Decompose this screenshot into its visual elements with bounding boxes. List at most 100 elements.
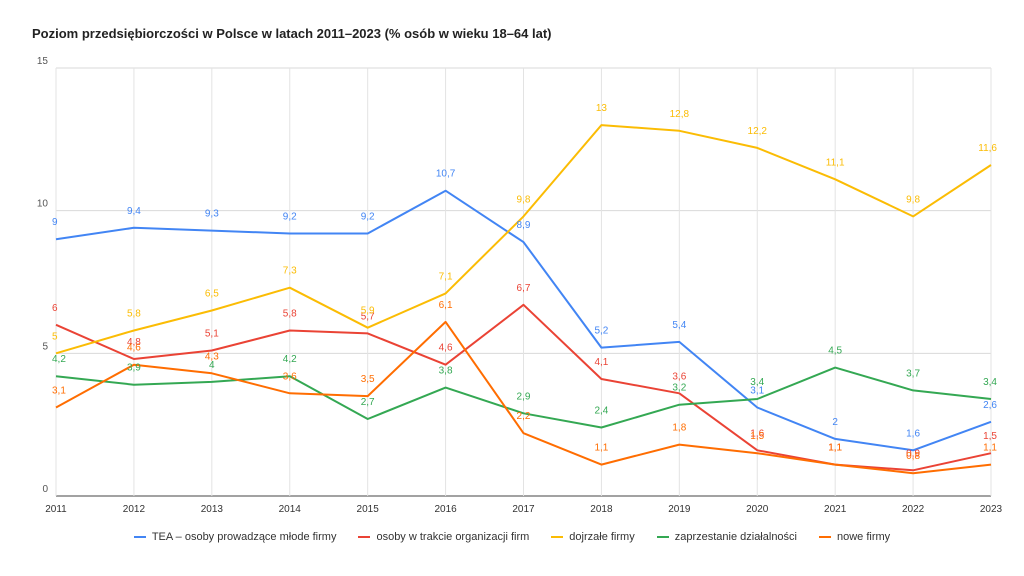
y-tick-label: 15 <box>37 56 49 67</box>
data-label: 5,1 <box>205 328 219 339</box>
data-label: 4,8 <box>127 337 141 348</box>
data-label: 3,1 <box>52 386 66 397</box>
data-label: 2,9 <box>517 391 531 402</box>
data-label: 1,1 <box>983 443 997 454</box>
data-label: 1,6 <box>906 428 920 439</box>
legend-item-4: zaprzestanie działalności <box>656 531 797 543</box>
data-label: 3,4 <box>983 377 997 388</box>
data-label: 9,3 <box>205 209 219 220</box>
data-label: 0,9 <box>906 448 920 459</box>
x-tick-label: 2015 <box>357 504 380 515</box>
data-label: 3,5 <box>361 374 375 385</box>
data-label: 7,3 <box>283 266 297 277</box>
data-label: 5,4 <box>672 320 686 331</box>
series-line-4 <box>55 366 992 429</box>
data-label: 13 <box>596 103 608 114</box>
data-label: 9,8 <box>517 194 531 205</box>
data-label: 3,1 <box>750 386 764 397</box>
series-line-1 <box>55 189 992 452</box>
legend-label: TEA – osoby prowadzące młode firmy <box>151 531 337 543</box>
legend-item-2: osoby w trakcie organizacji firm <box>358 531 529 543</box>
data-label: 1,8 <box>672 423 686 434</box>
x-tick-label: 2017 <box>512 504 535 515</box>
data-label: 10,7 <box>436 169 456 180</box>
x-tick-label: 2018 <box>590 504 613 515</box>
data-label: 2 <box>832 417 838 428</box>
x-tick-label: 2014 <box>279 504 302 515</box>
y-tick-label: 0 <box>42 484 48 495</box>
legend-label: zaprzestanie działalności <box>674 531 797 543</box>
data-label: 11,6 <box>978 143 997 154</box>
data-label: 9,4 <box>127 206 141 217</box>
data-label: 2,6 <box>983 400 997 411</box>
data-label: 1,1 <box>828 443 842 454</box>
data-label: 6,5 <box>205 289 219 300</box>
x-tick-label: 2016 <box>434 504 457 515</box>
y-tick-label: 5 <box>42 341 48 352</box>
x-tick-label: 2020 <box>746 504 769 515</box>
legend-swatch <box>551 536 564 538</box>
data-label: 7,1 <box>439 271 453 282</box>
data-label: 4,6 <box>439 343 453 354</box>
data-label: 2,4 <box>594 406 608 417</box>
data-label: 12,2 <box>748 126 768 137</box>
data-label: 5,2 <box>594 326 608 337</box>
legend-swatch <box>656 536 669 538</box>
chart-title: Poziom przedsiębiorczości w Polsce w lat… <box>32 26 552 41</box>
data-label: 6,7 <box>517 283 531 294</box>
data-label: 3,8 <box>439 366 453 377</box>
data-label: 5,8 <box>283 309 297 320</box>
data-label: 12,8 <box>670 109 690 120</box>
legend-item-1: TEA – osoby prowadzące młode firmy <box>133 531 337 543</box>
x-tick-label: 2011 <box>45 504 67 515</box>
data-label: 2,2 <box>517 411 531 422</box>
data-label: 6,1 <box>439 300 453 311</box>
data-label: 9,2 <box>283 211 297 222</box>
data-label: 9,2 <box>361 211 375 222</box>
data-label: 1,5 <box>983 431 997 442</box>
data-label: 1,5 <box>750 431 764 442</box>
data-label: 4,6 <box>127 343 141 354</box>
data-label: 4 <box>209 360 215 371</box>
series-line-5 <box>55 320 992 475</box>
legend: TEA – osoby prowadzące młode firmy osoby … <box>0 531 1024 543</box>
data-label: 5,7 <box>361 311 375 322</box>
data-label: 11,1 <box>826 157 845 168</box>
x-tick-label: 2012 <box>123 504 146 515</box>
x-tick-label: 2022 <box>902 504 925 515</box>
data-label: 4,5 <box>828 346 842 357</box>
data-label: 4,3 <box>205 351 219 362</box>
legend-item-3: dojrzałe firmy <box>551 531 635 543</box>
data-label: 9,8 <box>906 194 920 205</box>
legend-label: nowe firmy <box>837 531 891 543</box>
x-tick-label: 2013 <box>201 504 224 515</box>
data-label: 3,6 <box>283 371 297 382</box>
data-label: 4,1 <box>594 357 608 368</box>
data-label: 5,8 <box>127 309 141 320</box>
data-label: 3,6 <box>672 371 686 382</box>
data-label: 5 <box>52 331 58 342</box>
legend-swatch <box>358 536 371 538</box>
x-tick-label: 2023 <box>980 504 1003 515</box>
data-label: 4,2 <box>283 354 297 365</box>
legend-label: dojrzałe firmy <box>569 531 635 543</box>
data-label: 1,6 <box>750 428 764 439</box>
y-tick-label: 10 <box>37 199 49 210</box>
data-label: 1,1 <box>828 443 842 454</box>
data-label: 3,4 <box>750 377 764 388</box>
data-label: 5,9 <box>361 306 375 317</box>
legend-label: osoby w trakcie organizacji firm <box>376 531 530 543</box>
data-label: 3,9 <box>127 363 141 374</box>
legend-item-5: nowe firmy <box>819 531 890 543</box>
data-label: 2,7 <box>361 397 375 408</box>
data-label: 8,9 <box>517 220 531 231</box>
data-label: 4,2 <box>52 354 66 365</box>
series-line-3 <box>55 124 992 355</box>
x-tick-label: 2021 <box>824 504 847 515</box>
legend-swatch <box>133 536 146 538</box>
legend-swatch <box>819 536 831 538</box>
data-label: 9 <box>52 217 58 228</box>
data-label: 1,1 <box>594 443 608 454</box>
